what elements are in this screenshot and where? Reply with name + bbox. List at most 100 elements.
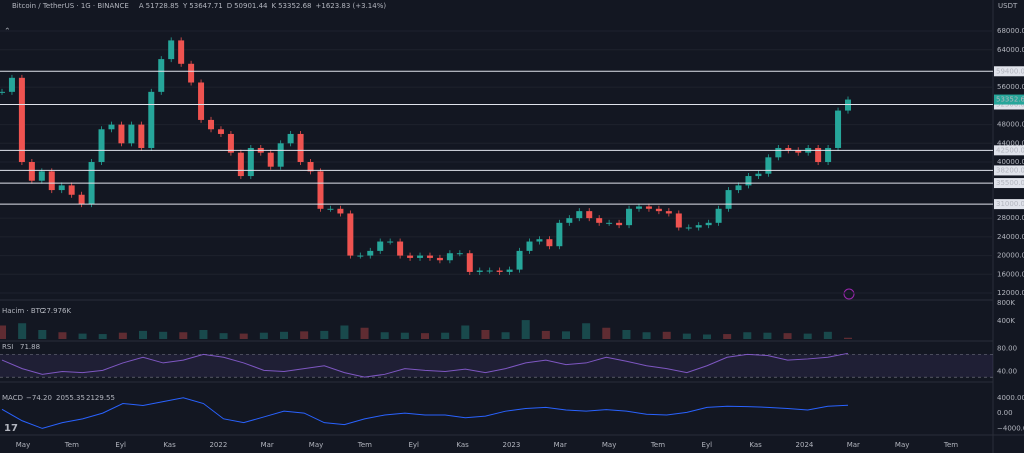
- candle-body: [645, 206, 652, 209]
- x-tick-label: 2023: [503, 441, 521, 449]
- level-label: 59400.00: [996, 67, 1024, 75]
- y-tick-label: 800K: [997, 299, 1015, 307]
- volume-bar: [159, 331, 168, 339]
- candle-body: [486, 270, 493, 272]
- candle-body: [158, 59, 165, 92]
- ohlc-value: 50901.44: [234, 2, 268, 10]
- volume-title: Hacim · BTC: [2, 307, 45, 315]
- y-tick-label: 4000.00: [997, 394, 1024, 402]
- volume-bar: [541, 330, 550, 339]
- candle-body: [417, 255, 424, 258]
- candle-body: [38, 171, 45, 181]
- y-tick-label: 0.00: [997, 409, 1013, 417]
- x-tick-label: Tem: [650, 441, 665, 449]
- x-tick-label: May: [309, 441, 323, 449]
- candle-body: [616, 222, 623, 226]
- currency: USDT: [998, 2, 1018, 10]
- candle-body: [665, 211, 672, 214]
- ohlc-value: 53352.68: [278, 2, 311, 10]
- x-tick-label: May: [895, 441, 909, 449]
- level-label-box: [994, 199, 1024, 210]
- candle-body: [208, 119, 215, 130]
- candle-body: [496, 270, 503, 272]
- volume-bar: [98, 334, 107, 339]
- candle-body: [556, 222, 563, 247]
- volume-bar: [441, 332, 450, 339]
- level-label: 35500.00: [996, 179, 1024, 187]
- candle-body: [178, 40, 185, 64]
- level-label-box: [994, 178, 1024, 189]
- candle-body: [78, 194, 85, 205]
- candle-body: [68, 185, 75, 195]
- candle-body: [735, 185, 742, 191]
- level-label-box: [994, 66, 1024, 77]
- x-tick-label: Tem: [943, 441, 958, 449]
- x-tick-label: 2024: [796, 441, 814, 449]
- candle-body: [118, 124, 125, 144]
- volume-bar: [118, 332, 127, 339]
- volume-bar: [139, 330, 147, 339]
- y-tick-label: 28000.00: [997, 214, 1024, 222]
- candle-body: [546, 239, 553, 247]
- candle-body: [18, 77, 25, 163]
- candle-body: [835, 110, 842, 148]
- candle-body: [685, 227, 692, 229]
- candle-body: [536, 239, 543, 242]
- volume-bar: [622, 330, 631, 339]
- candle-body: [128, 124, 135, 144]
- candle-body: [307, 162, 314, 172]
- candle-body: [635, 206, 642, 209]
- candle-body: [188, 63, 195, 83]
- y-tick-label: 56000.00: [997, 83, 1024, 91]
- candle-body: [58, 185, 65, 191]
- candle-body: [227, 133, 234, 153]
- x-tick-label: May: [602, 441, 616, 449]
- candle-body: [655, 208, 662, 212]
- rsi-line: [1, 352, 849, 378]
- volume-bar: [501, 332, 510, 339]
- candle-body: [785, 147, 792, 151]
- ohlc-value: 51728.85: [146, 2, 179, 10]
- candle-body: [377, 241, 384, 251]
- candle-body: [516, 250, 523, 270]
- candle-body: [795, 150, 802, 153]
- candle-body: [456, 253, 463, 255]
- candle-body: [695, 225, 702, 228]
- candle-body: [48, 171, 55, 191]
- x-tick-label: Kas: [163, 441, 176, 449]
- candle-body: [247, 147, 254, 177]
- x-tick-label: May: [16, 441, 30, 449]
- volume-bar: [18, 323, 27, 339]
- candle-body: [476, 270, 483, 272]
- volume-bar: [481, 330, 490, 339]
- level-label-box: [994, 165, 1024, 176]
- volume-bar: [179, 332, 188, 339]
- y-tick-label: 20000.00: [997, 252, 1024, 260]
- y-tick-label: 40.00: [997, 367, 1017, 375]
- macd-line: [1, 397, 849, 429]
- candle-body: [397, 241, 404, 256]
- candle-body: [8, 77, 15, 92]
- x-tick-label: Kas: [456, 441, 469, 449]
- candle-body: [825, 147, 832, 163]
- volume-bar: [421, 333, 429, 339]
- volume-bar: [239, 333, 248, 339]
- candle-body: [526, 241, 533, 251]
- volume-bar: [602, 327, 611, 339]
- volume-bar: [743, 332, 752, 339]
- macd-signal: 2129.55: [86, 394, 115, 402]
- rsi-last: 71.88: [20, 343, 40, 351]
- x-tick-label: Tem: [64, 441, 79, 449]
- macd-title: MACD: [2, 394, 23, 402]
- candle-body: [755, 173, 762, 177]
- y-tick-label: 44000.00: [997, 139, 1024, 147]
- volume-bar: [763, 332, 772, 339]
- y-tick-label: 48000.00: [997, 121, 1024, 129]
- candle-body: [566, 218, 573, 223]
- volume-bar: [199, 330, 208, 339]
- event-icon[interactable]: [843, 288, 855, 300]
- candle-body: [506, 269, 513, 272]
- volume-bar: [803, 333, 812, 339]
